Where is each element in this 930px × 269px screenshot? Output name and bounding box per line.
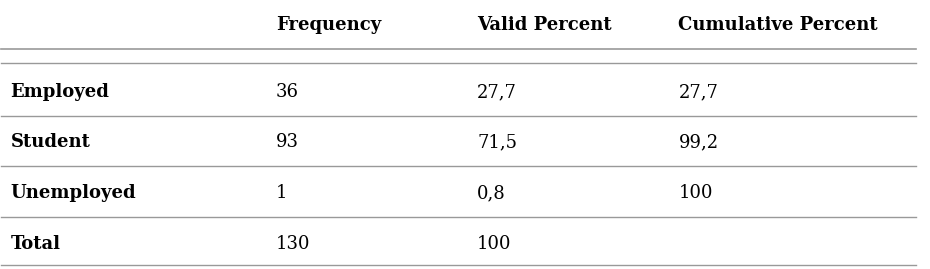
Text: Unemployed: Unemployed [10, 184, 136, 202]
Text: Cumulative Percent: Cumulative Percent [679, 16, 878, 34]
Text: Valid Percent: Valid Percent [477, 16, 612, 34]
Text: 99,2: 99,2 [679, 133, 719, 151]
Text: Frequency: Frequency [276, 16, 381, 34]
Text: 100: 100 [679, 184, 713, 202]
Text: 27,7: 27,7 [477, 83, 517, 101]
Text: 1: 1 [276, 184, 287, 202]
Text: Student: Student [10, 133, 90, 151]
Text: 93: 93 [276, 133, 299, 151]
Text: 27,7: 27,7 [679, 83, 718, 101]
Text: 100: 100 [477, 235, 512, 253]
Text: 71,5: 71,5 [477, 133, 517, 151]
Text: 0,8: 0,8 [477, 184, 506, 202]
Text: 130: 130 [276, 235, 311, 253]
Text: Employed: Employed [10, 83, 110, 101]
Text: Total: Total [10, 235, 60, 253]
Text: 36: 36 [276, 83, 299, 101]
